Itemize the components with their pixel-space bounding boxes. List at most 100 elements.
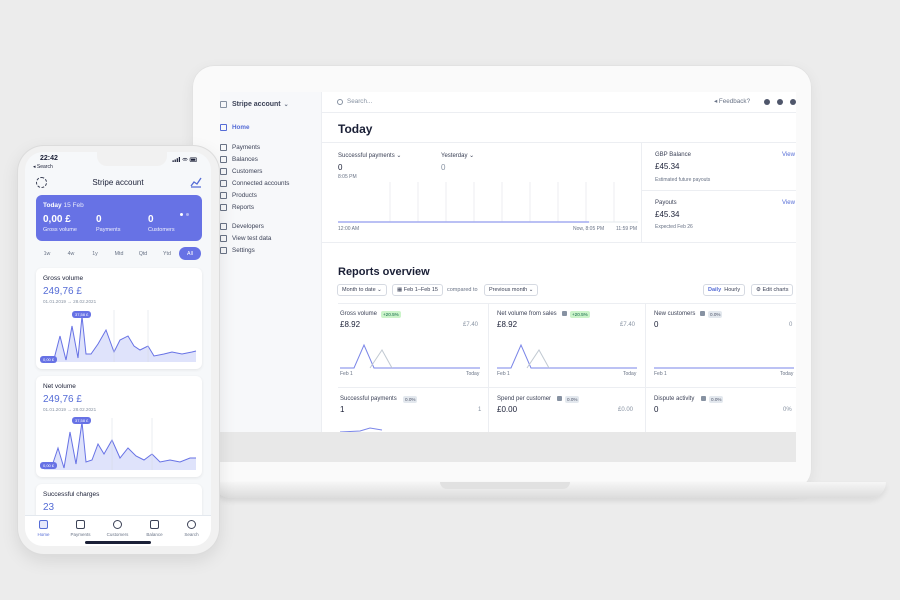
gross-volume-chart: [43, 310, 197, 362]
tab-payments[interactable]: Payments: [62, 520, 99, 537]
sidebar-item-view-test-data[interactable]: View test data: [220, 233, 271, 243]
info-icon[interactable]: [700, 311, 705, 316]
back-to-search-link[interactable]: ◂ Search: [33, 164, 53, 170]
info-icon[interactable]: [701, 396, 706, 401]
current-series-line: [340, 343, 480, 369]
search-input[interactable]: Search...: [337, 98, 372, 105]
sidebar-item-settings[interactable]: Settings: [220, 245, 255, 255]
axis-end-label: 11:59 PM: [616, 226, 638, 232]
divider: [645, 303, 646, 432]
today-summary-card[interactable]: Today 15 Feb 0,00 £ Gross volume 0 Payme…: [36, 195, 202, 241]
feedback-link[interactable]: ◂ Feedback?: [714, 98, 750, 105]
card-title: Net volume: [43, 383, 76, 390]
payouts-view-link[interactable]: View: [782, 200, 795, 206]
info-icon[interactable]: [557, 396, 562, 401]
tab-search[interactable]: Search: [173, 520, 210, 537]
account-name: Stripe account: [232, 100, 281, 108]
range-qtd[interactable]: Qtd: [138, 250, 148, 257]
tab-bar: Home Payments Customers Balance Search: [25, 515, 211, 546]
period-select[interactable]: Month to date ⌄: [337, 284, 387, 296]
chart-icon[interactable]: [190, 176, 202, 188]
reports-icon: [220, 203, 227, 211]
sidebar-item-label: View test data: [232, 234, 272, 242]
axis-start-label: 12:00 AM: [338, 226, 360, 232]
account-switcher[interactable]: Stripe account ⌄: [220, 98, 289, 110]
tab-customers[interactable]: Customers: [99, 520, 136, 537]
edit-charts-button[interactable]: ⚙ Edit charts: [751, 284, 794, 296]
tab-home[interactable]: Home: [25, 520, 62, 537]
sidebar-item-label: Payments: [232, 143, 260, 151]
tile-spend-per-customer-label: Spend per customer: [497, 396, 552, 402]
laptop-notch: [440, 482, 570, 489]
range-4w[interactable]: 4w: [67, 250, 75, 257]
laptop-bezel: [220, 432, 796, 462]
range-1y[interactable]: 1y: [92, 250, 98, 257]
tile-gross-volume-value: £8.92: [340, 320, 361, 329]
tile-new-customers-label: New customers: [654, 311, 696, 317]
card-date-range: 01.01.2019 → 28.02.2021: [43, 299, 97, 304]
sidebar: Stripe account ⌄ Home Payments Balances …: [220, 92, 322, 432]
home-icon: [39, 520, 48, 529]
net-volume-chart: [43, 418, 196, 470]
sidebar-item-customers[interactable]: Customers: [220, 166, 262, 176]
compare-yesterday-selector[interactable]: Yesterday ⌄: [441, 152, 474, 159]
sidebar-item-home[interactable]: Home: [220, 122, 250, 132]
card-value: 249,76 £: [43, 286, 82, 297]
base-value-tag: 0,00 £: [40, 462, 58, 469]
sidebar-item-reports[interactable]: Reports: [220, 202, 254, 212]
peak-value-tag: 37,58 £: [72, 417, 92, 424]
sidebar-item-balances[interactable]: Balances: [220, 154, 258, 164]
daily-option[interactable]: Daily: [708, 287, 722, 293]
range-all[interactable]: All: [179, 247, 201, 260]
tile-successful-payments-badge: 0.0%: [403, 396, 418, 403]
range-ytd[interactable]: Ytd: [163, 250, 171, 257]
bell-icon[interactable]: [764, 99, 770, 105]
today-gross-value: 0,00 £: [43, 214, 71, 225]
balance-view-link[interactable]: View: [782, 152, 795, 158]
calendar-icon: ▦: [397, 287, 404, 293]
tab-label: Search: [184, 532, 199, 537]
settings-gear-icon[interactable]: [36, 177, 47, 188]
tile-net-volume-chart: [497, 343, 637, 369]
sidebar-item-products[interactable]: Products: [220, 190, 257, 200]
tile-successful-payments-label: Successful payments: [340, 396, 397, 402]
pager-dot: [186, 213, 189, 216]
net-volume-card[interactable]: Net volume 249,76 £ 01.01.2019 → 28.02.2…: [36, 376, 202, 477]
compare-select[interactable]: Previous month ⌄: [484, 284, 539, 296]
signal-icon: [172, 157, 180, 162]
divider: [322, 242, 796, 243]
help-icon[interactable]: [777, 99, 783, 105]
tile-new-customers-value: 0: [654, 320, 659, 329]
sidebar-item-label: Reports: [232, 203, 255, 211]
hourly-option[interactable]: Hourly: [724, 287, 741, 293]
sidebar-item-connected-accounts[interactable]: Connected accounts: [220, 178, 289, 188]
card-title: Successful charges: [43, 491, 100, 498]
date-range-picker[interactable]: ▦ Feb 1–Feb 15: [392, 284, 443, 296]
chart-gridlines: [389, 182, 615, 222]
tile-successful-payments-chart: [340, 427, 383, 432]
tile-dispute-activity-value: 0: [654, 405, 659, 414]
tile-net-volume-badge: +20.5%: [570, 311, 590, 318]
current-series-line: [340, 427, 383, 432]
chevron-down-icon: ⌄: [528, 287, 534, 293]
sidebar-item-payments[interactable]: Payments: [220, 142, 260, 152]
yesterday-value: 0: [441, 163, 446, 172]
today-payments-label: Payments: [96, 227, 121, 233]
successful-payments-selector[interactable]: Successful payments ⌄: [338, 152, 401, 159]
range-mtd[interactable]: Mtd: [114, 250, 124, 257]
divider: [338, 303, 796, 304]
successful-payments-value: 0: [338, 163, 343, 172]
user-icon[interactable]: [790, 99, 796, 105]
tile-net-volume-value: £8.92: [497, 320, 518, 329]
range-1w[interactable]: 1w: [43, 250, 51, 257]
tile-net-volume-end: Today: [623, 371, 637, 377]
info-icon[interactable]: [562, 311, 567, 316]
tab-balance[interactable]: Balance: [136, 520, 173, 537]
search-icon: [187, 520, 196, 529]
card-title: Gross volume: [43, 275, 84, 282]
sidebar-item-developers[interactable]: Developers: [220, 221, 264, 231]
gross-volume-card[interactable]: Gross volume 249,76 £ 01.01.2019 → 28.02…: [36, 268, 202, 369]
home-icon: [220, 123, 227, 131]
pager-dots[interactable]: [180, 203, 194, 216]
chevron-down-icon: ⌄: [469, 153, 475, 159]
